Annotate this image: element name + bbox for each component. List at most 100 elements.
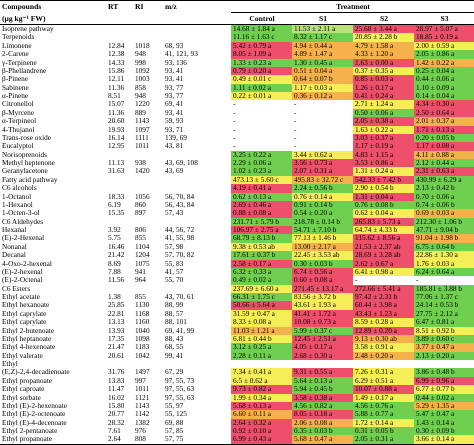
value-cell: 6.41 ± 0.98 a: [353, 267, 414, 277]
value-cell: 5.99 ± 0.37 c: [292, 326, 353, 335]
value-cell: 272.66 ± 5.41 a: [353, 284, 414, 293]
info-cell: 93, 41: [165, 66, 184, 75]
compound-cell: Ethyl 2-pentanoate: [2, 427, 58, 436]
value-cell: 0.76 ± 0.14 a: [292, 192, 353, 201]
info-cell: 13.93: [108, 326, 125, 335]
compound-cell: β-Phellandrene: [2, 66, 47, 75]
info-cell: 22.81: [108, 309, 125, 318]
info-cell: 1040: [135, 326, 150, 335]
value-cell: 12.45 ± 2.51 a: [292, 334, 353, 344]
info-cell: 1121: [135, 393, 150, 402]
info-cell: 5.75: [108, 234, 121, 243]
value-cell: 1.72 ± 0.14 a: [353, 418, 414, 427]
info-cell: 860: [135, 200, 146, 209]
value-cell: 0.92 ± 0.10 a: [231, 427, 292, 436]
table-row: Ethyl acetate 1.38 855 43, 70, 61 66.31 ± 1.…: [0, 293, 474, 302]
value-cell: 237.69 ± 6.60 a: [231, 284, 292, 293]
info-cell: 41, 121, 93: [165, 50, 198, 59]
compound-cell: Ethyl sorbate: [2, 393, 41, 402]
value-cell: 3.66 ± 0.14 a: [414, 435, 474, 445]
value-cell: 31.59 ± 0.47 a: [231, 309, 292, 319]
value-cell: 2.62 ± 0.67 a: [353, 259, 414, 268]
table-row: Ethyl propanoate 13.83 997 97, 55, 73 6.5 ± …: [0, 376, 474, 386]
compound-cell: β-Pinene: [2, 75, 29, 84]
info-cell: [133, 218, 163, 226]
info-cell: 948: [135, 92, 146, 101]
value-cell: -: [233, 133, 236, 142]
value-cell: 0.85 ± 0.03 a: [353, 75, 414, 84]
info-cell: [106, 151, 133, 159]
value-cell: 2.13 ± 0.42 b: [414, 184, 474, 193]
compound-cell: Ethyl heptanoate: [2, 334, 52, 343]
info-cell: 1168: [135, 309, 150, 318]
value-cell: 0.30 ± 0.09 b: [414, 427, 474, 436]
compound-cell: Methyl heptenone: [2, 159, 55, 168]
info-cell: 97, 55, 73: [165, 376, 195, 385]
info-cell: 28.32: [108, 418, 125, 427]
value-cell: 22.86 ± 1.30 a: [414, 251, 474, 260]
table-row: β-Phellandrene 15.86 1092 93, 41 0.79 ± 0.20…: [0, 66, 474, 76]
compound-cell: Ethyl: [2, 360, 18, 369]
info-cell: 16.02: [108, 393, 125, 402]
value-cell: 3.58 ± 0.91 a: [353, 343, 414, 352]
compound-cell: Norisoprenoids: [2, 150, 47, 159]
info-cell: 97, 55, 63: [165, 393, 195, 402]
table-row: 2-Carene 12.38 948 41, 121, 93 8.05 ± 1.09 a…: [0, 50, 474, 59]
info-cell: 43, 70, 61: [165, 293, 195, 302]
info-cell: [163, 184, 231, 192]
value-cell: 231.71 ± 5.79 b: [231, 217, 292, 226]
info-cell: 99, 41: [165, 351, 184, 360]
compound-cell: Eucalyptol: [2, 142, 34, 151]
info-cell: 93, 77: [165, 83, 184, 92]
table-row: α-Terpineol 20.60 1143 59, 93 - - 2.05 ± 0.38 …: [0, 117, 474, 126]
compound-cell: Trans-rose oxide: [2, 133, 51, 142]
info-cell: 889: [135, 108, 146, 117]
value-cell: 6.75 ± 0.64 b: [414, 242, 474, 252]
table-row: (E)-2-Hexenal 5.75 855 41, 55, 98 68.79 ± 8.…: [0, 234, 474, 243]
info-cell: 43, 69, 108: [165, 159, 198, 168]
compound-cell: (E)-2-Hexenal: [2, 234, 45, 243]
value-cell: 1.17 ± 0.08 a: [414, 142, 474, 151]
value-cell: 1.11 ± 0.02 a: [231, 83, 292, 92]
value-cell: 25.68 ± 3.44 a: [353, 24, 414, 34]
info-cell: [163, 218, 231, 226]
value-cell: 5.68 ± 0.13 a: [231, 401, 292, 411]
value-cell: 4.56 ± 0.82 a: [292, 401, 353, 411]
info-cell: [133, 33, 163, 41]
value-cell: 10.08 ± 0.73 a: [292, 318, 353, 327]
info-cell: 6.19: [108, 200, 121, 209]
value-cell: 11.16 ± 1.63 c: [231, 33, 292, 42]
header-row: (μg kg⁻¹ FW) Control S1 S2 S3: [0, 12, 474, 25]
value-cell: 1.31 ± 0.04 a: [353, 192, 414, 201]
info-cell: [163, 33, 231, 41]
value-cell: 0.41 ± 0.24 a: [353, 92, 414, 101]
value-cell: 2.12 ± 0.44 a: [414, 159, 474, 168]
info-cell: [106, 360, 133, 368]
info-cell: 88, 57: [165, 309, 184, 318]
value-cell: 97.42 ± 2.31 b: [353, 293, 414, 302]
info-cell: 93, 41: [165, 75, 184, 84]
info-cell: 20.61: [108, 351, 125, 360]
table-row: β-Myrcene 11.36 889 93, 41 - - 0.50 ± 0.06 a 2.…: [0, 108, 474, 118]
info-cell: [106, 33, 133, 41]
value-cell: 495.83 ± 32.72 c: [292, 175, 353, 185]
value-cell: 0.44 ± 0.06 a: [414, 75, 474, 84]
compound-cell: α-Pinene: [2, 92, 29, 101]
value-cell: 2.50 ± 0.64 a: [414, 108, 474, 118]
value-cell: 91.04 ± 1.98 b: [414, 234, 474, 243]
header-cell: Control: [231, 12, 292, 25]
compound-cell: Sabinene: [2, 83, 29, 92]
info-cell: 7.61: [108, 427, 121, 436]
value-cell: 17.61 ± 0.37 b: [231, 251, 292, 260]
compound-cell: Isoprene pathway: [2, 24, 54, 34]
table-row: Terpenoids 11.16 ± 1.63 c 8.32 ± 1.17 c 20.…: [0, 33, 474, 42]
info-cell: 11.13: [108, 159, 125, 168]
value-cell: 3.25 ± 0.22 a: [231, 150, 292, 159]
info-cell: 21.47: [108, 343, 125, 352]
value-cell: 77.06 ± 1.37 c: [414, 293, 474, 302]
table-row: Ethyl (E)-2-octenoate 20.77 1142 55, 125 6.6…: [0, 410, 474, 419]
value-cell: 2.64 ± 0.32 a: [231, 418, 292, 427]
header-cell: m/z: [163, 0, 231, 13]
info-cell: 57, 70, 82: [165, 251, 195, 260]
